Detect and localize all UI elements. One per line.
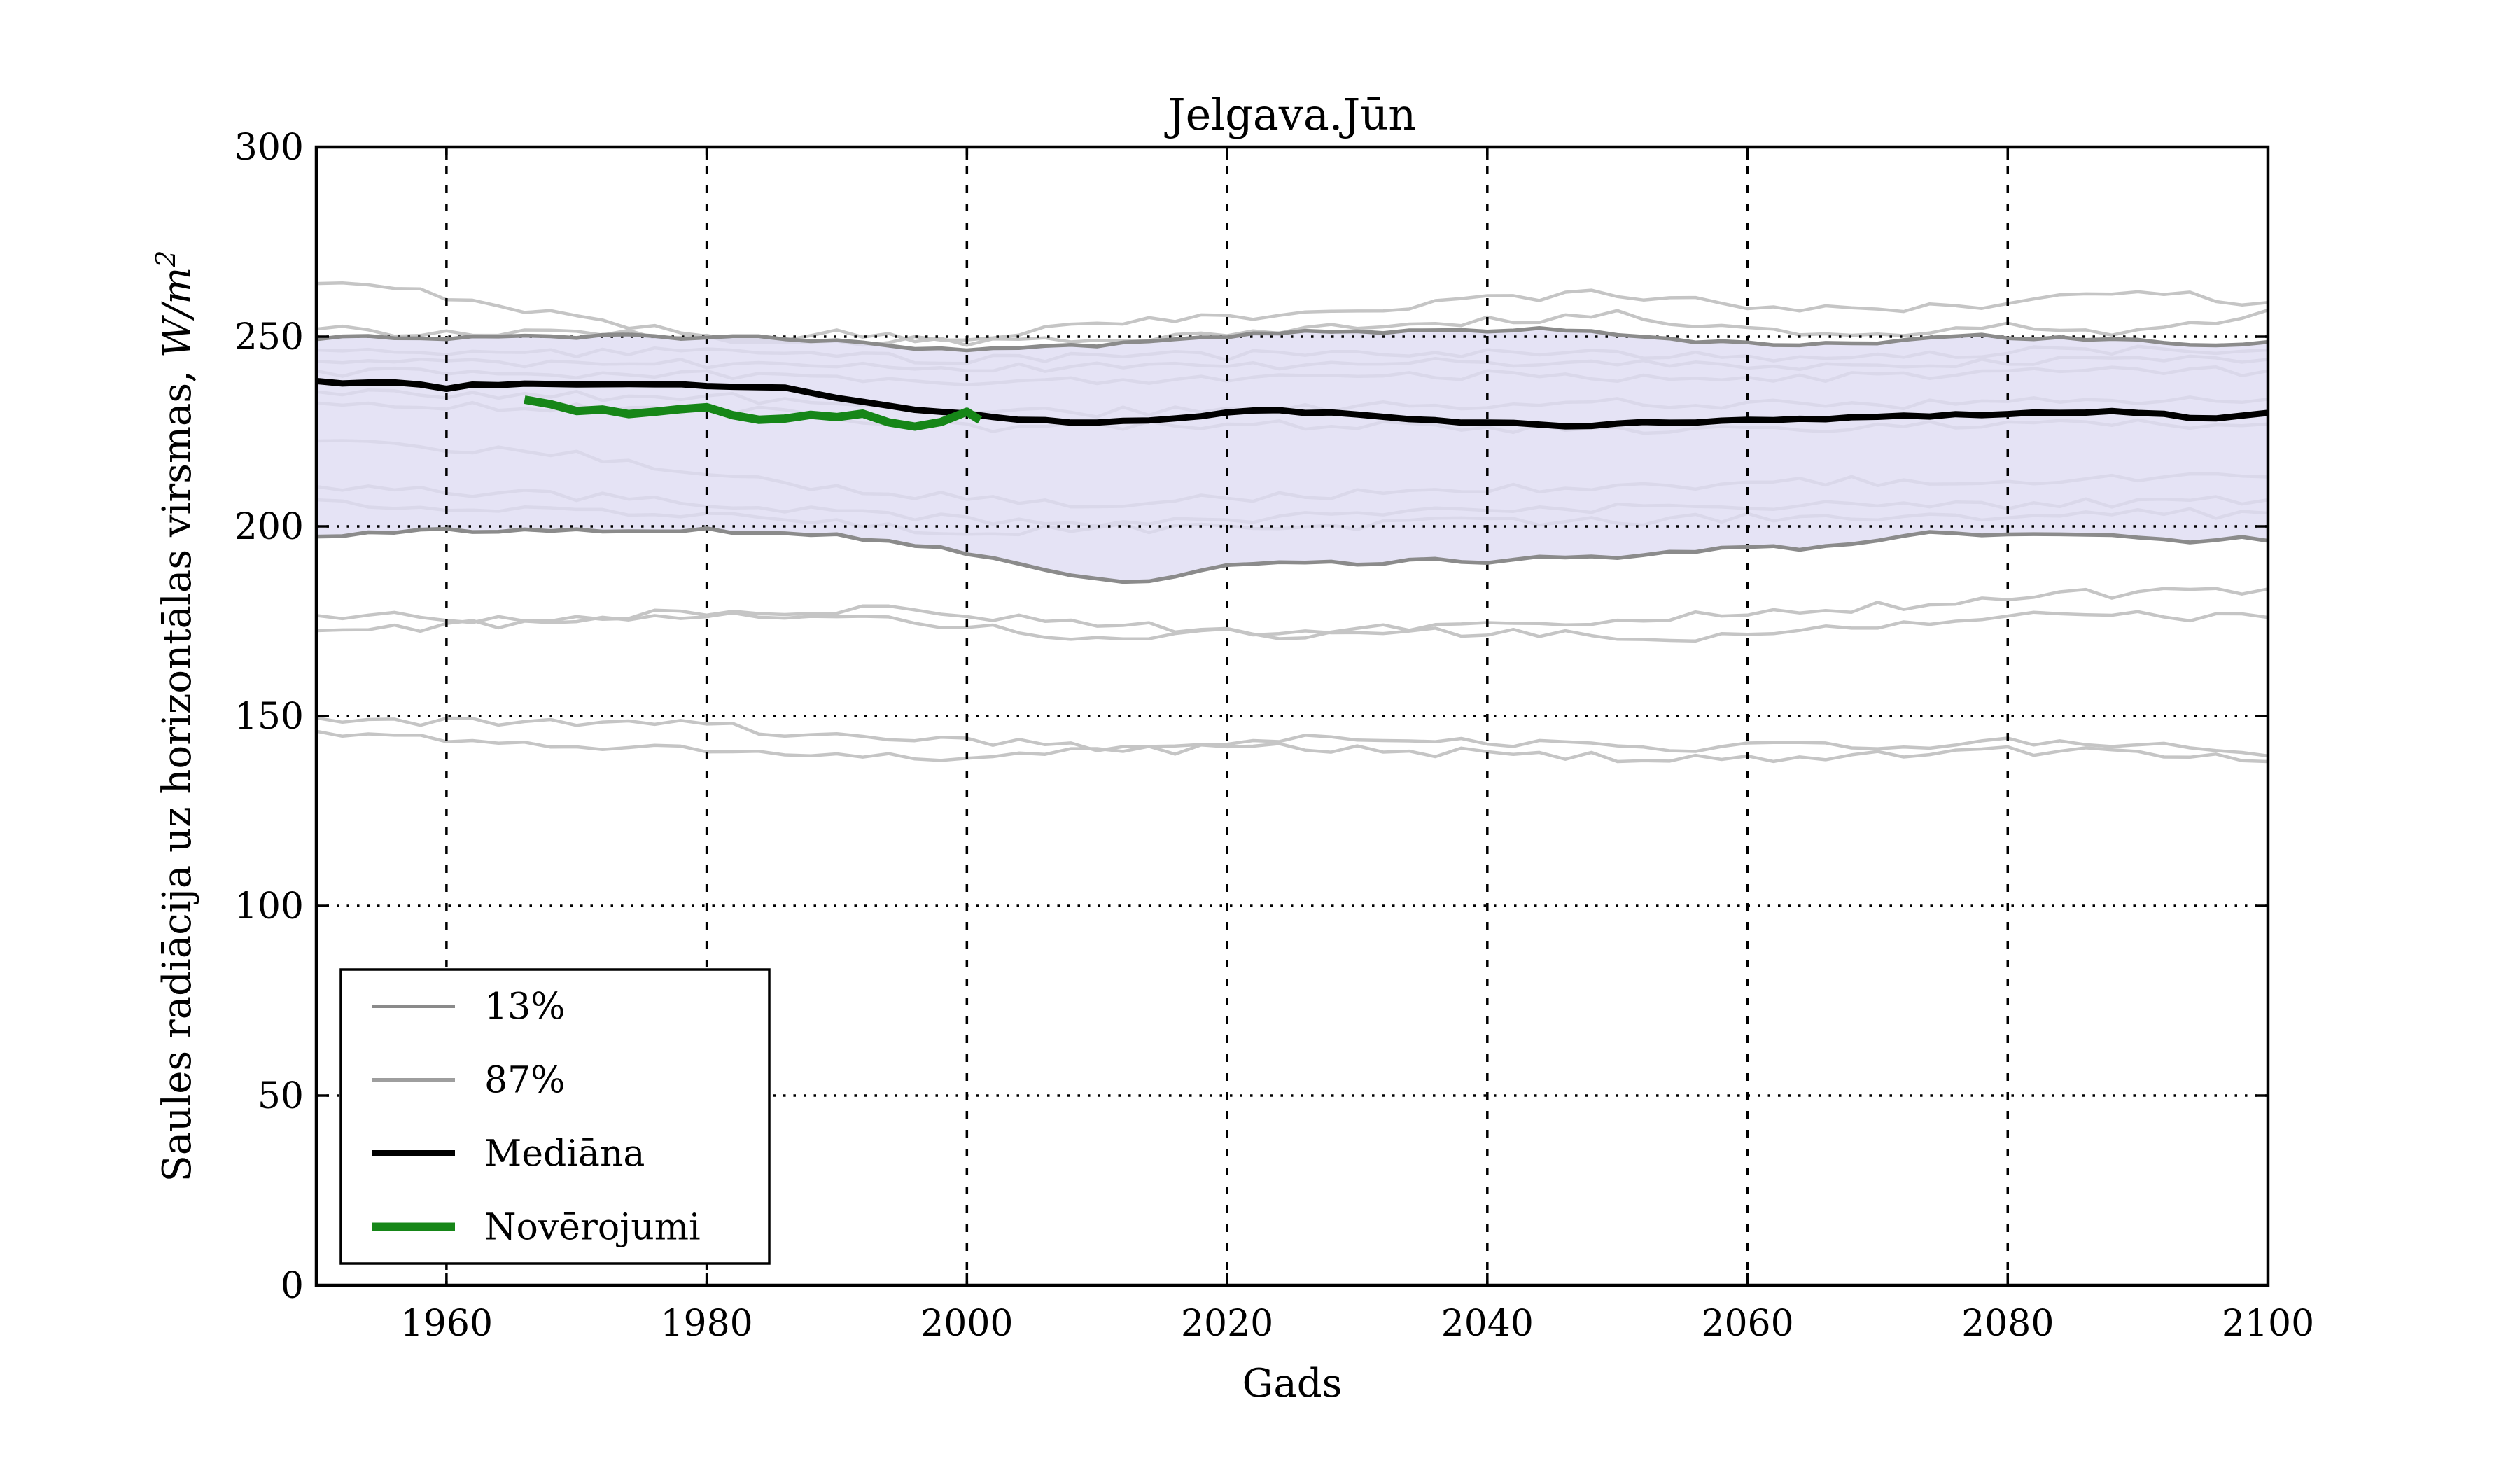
legend-label-3: Novērojumi: [484, 1207, 701, 1249]
ensemble-line-0: [316, 281, 2269, 347]
chart-title: Jelgava.Jūn: [1164, 89, 1416, 140]
y-tick-label-200: 200: [234, 506, 304, 548]
x-tick-label-1980: 1980: [660, 1303, 752, 1345]
ensemble-line-10: [316, 587, 2269, 640]
percentile-band: [316, 328, 2268, 582]
x-tick-label-2020: 2020: [1181, 1303, 1273, 1345]
plot-layers: 1960 1980 2000 2020 2040 2060 2080 2100 0 50 100 15…: [234, 127, 2314, 1345]
median-line: [316, 377, 2269, 430]
ensemble-line-11: [316, 610, 2269, 643]
x-tick-label-2000: 2000: [920, 1303, 1013, 1345]
y-tick-label-150: 150: [234, 696, 304, 738]
y-tick-label-0: 0: [281, 1265, 304, 1307]
x-tick-label-1960: 1960: [400, 1303, 493, 1345]
x-tick-label-2040: 2040: [1441, 1303, 1534, 1345]
ensemble-line-13: [316, 729, 2269, 764]
ensemble-line-12: [316, 716, 2269, 758]
y-axis-label: Saules radiācija uz horizontālas virsmas…: [150, 251, 200, 1182]
observations-line: [524, 396, 983, 431]
x-axis-label: Gads: [1242, 1361, 1343, 1406]
legend-label-1: 87%: [484, 1060, 566, 1102]
legend-label-2: Mediāna: [484, 1133, 645, 1175]
band-upper-line: [316, 326, 2269, 353]
legend-label-0: 13%: [484, 986, 566, 1028]
y-tick-label-300: 300: [234, 127, 304, 169]
y-tick-label-50: 50: [258, 1075, 304, 1117]
y-tick-label-100: 100: [234, 886, 304, 927]
legend-box: [340, 968, 771, 1265]
y-tick-label-250: 250: [234, 316, 304, 358]
x-tick-label-2080: 2080: [1961, 1303, 2054, 1345]
x-tick-label-2060: 2060: [1701, 1303, 1793, 1345]
band-lower-line: [316, 526, 2269, 584]
x-tick-label-2100: 2100: [2222, 1303, 2314, 1345]
